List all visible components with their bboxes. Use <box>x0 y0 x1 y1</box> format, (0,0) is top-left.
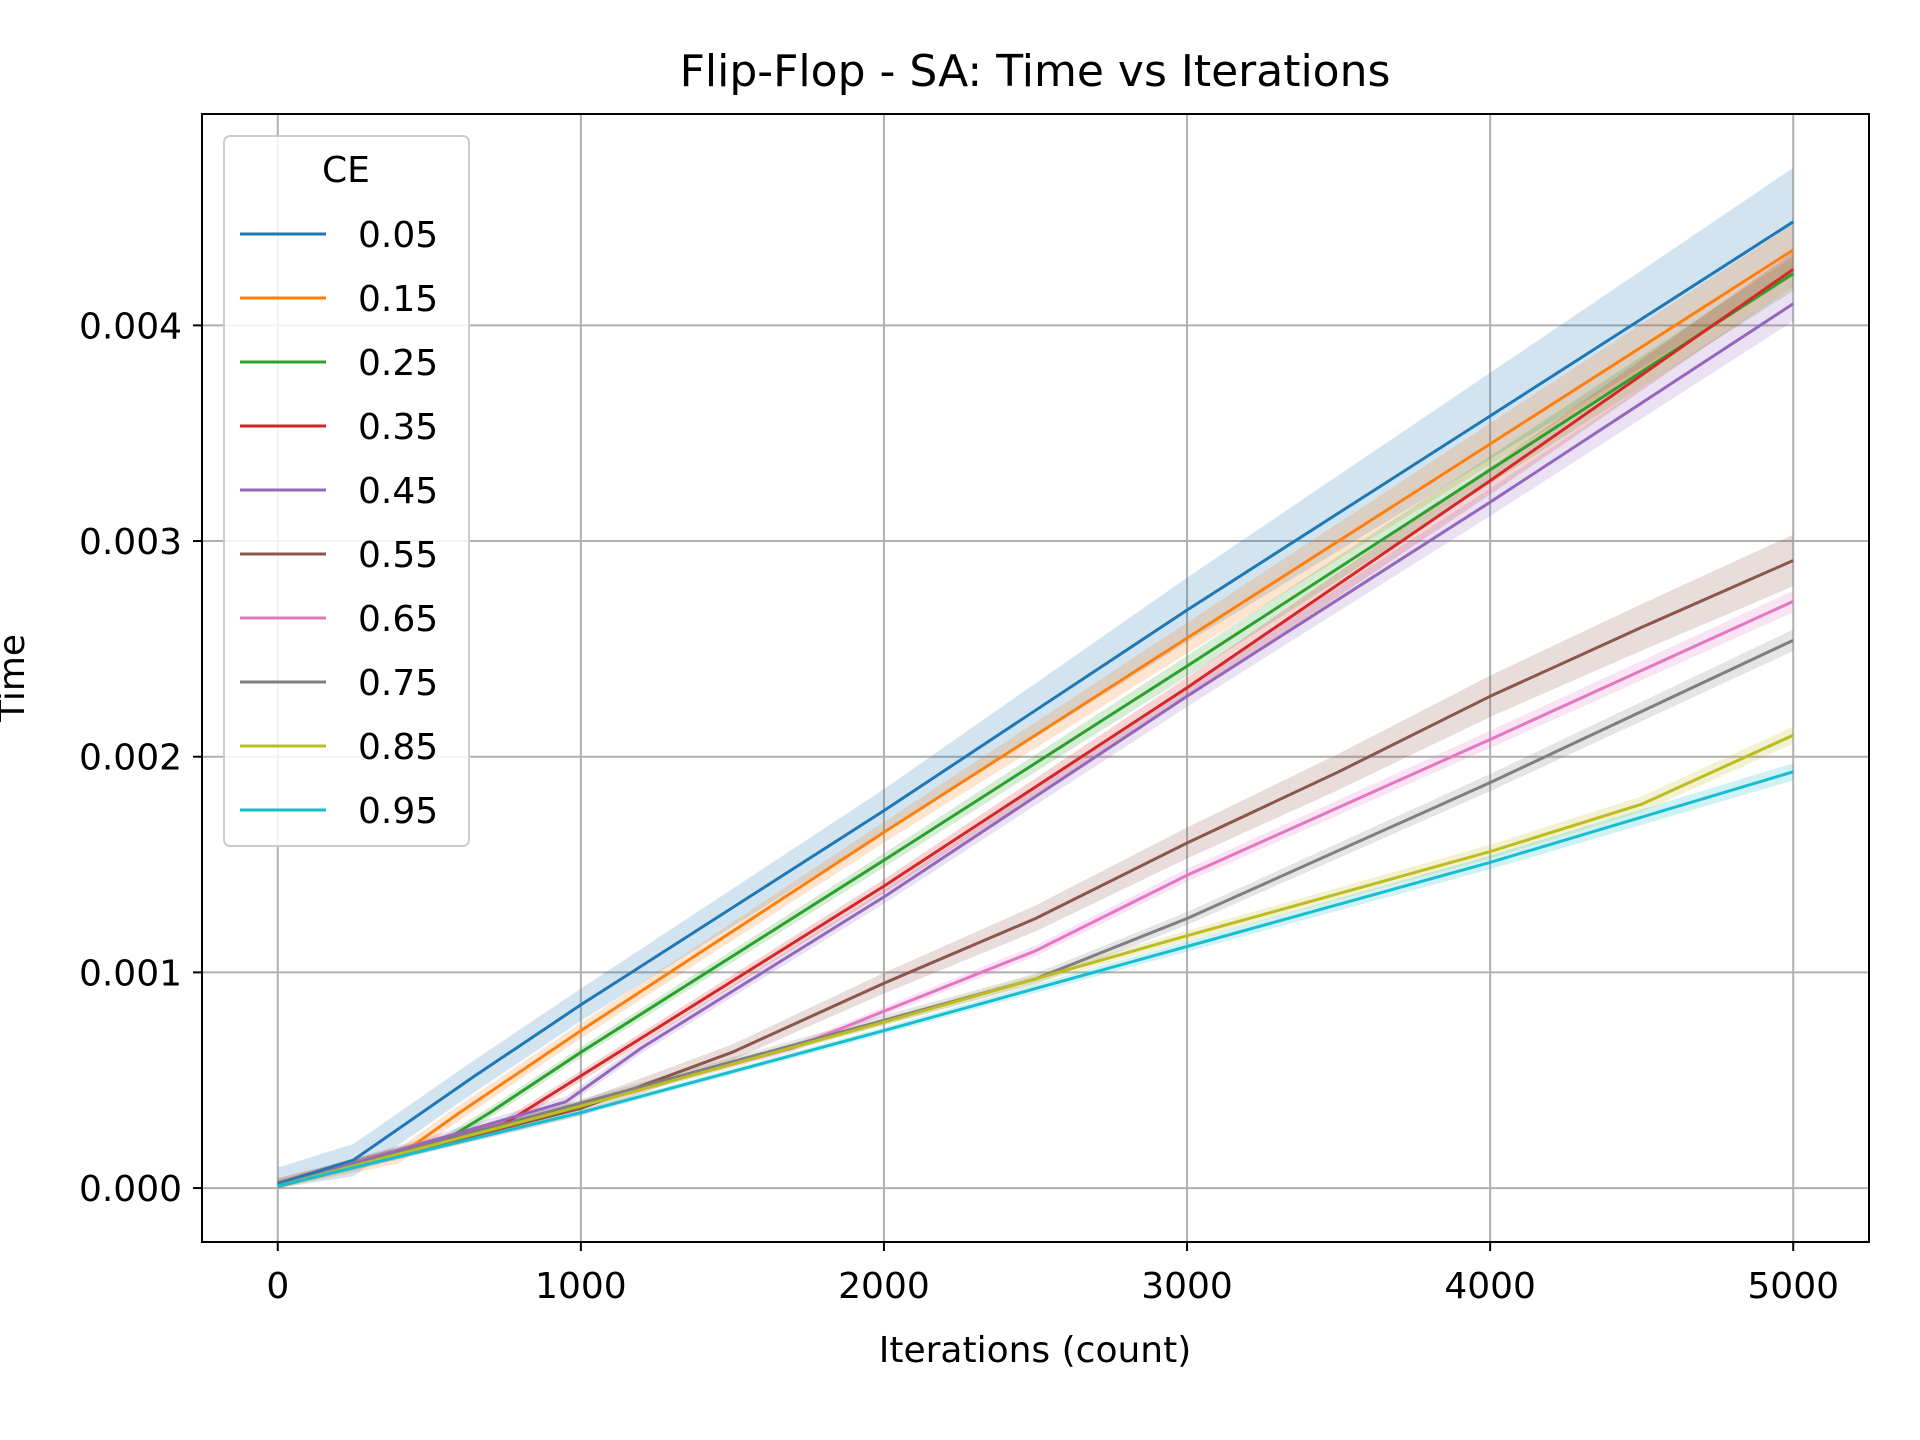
x-tick-label: 2000 <box>838 1266 930 1307</box>
legend-label: 0.45 <box>358 471 438 512</box>
series-line-ce-0.95 <box>277 770 1794 1188</box>
series-line-ce-0.05 <box>277 220 1795 1186</box>
legend-label: 0.25 <box>358 343 438 384</box>
legend-label: 0.55 <box>358 535 438 576</box>
x-tick-label: 0 <box>266 1266 289 1307</box>
legend-label: 0.15 <box>358 279 438 320</box>
legend-title: CE <box>322 150 370 191</box>
series-line-ce-0.45 <box>277 302 1795 1188</box>
x-tick-label: 5000 <box>1747 1266 1839 1307</box>
legend-label: 0.85 <box>358 727 438 768</box>
series-line-ce-0.75 <box>277 638 1794 1188</box>
y-axis: 0.000 0.001 0.002 0.003 0.004 <box>79 306 202 1210</box>
plot-frame <box>201 113 1870 1243</box>
x-axis: 0 1000 2000 3000 4000 5000 <box>266 1242 1839 1307</box>
y-tick-label: 0.004 <box>79 306 182 347</box>
x-tick-label: 3000 <box>1141 1266 1233 1307</box>
y-tick-label: 0.003 <box>79 522 182 563</box>
legend: CE 0.05 0.15 0.25 0.35 0.45 0.55 0.65 0.75 0.85 0.… <box>223 135 470 847</box>
series-line-ce-0.55 <box>277 559 1794 1188</box>
legend-label: 0.35 <box>358 407 438 448</box>
y-tick-label: 0.000 <box>79 1169 182 1210</box>
x-axis-label: Iterations (count) <box>879 1330 1192 1371</box>
confidence-bands <box>277 167 1794 1189</box>
y-tick-label: 0.001 <box>79 953 182 994</box>
legend-label: 0.95 <box>358 791 438 832</box>
y-tick-label: 0.002 <box>79 738 182 779</box>
legend-box <box>223 135 470 847</box>
band-ce-0.55 <box>277 534 1794 1189</box>
series-line-ce-0.85 <box>277 733 1794 1188</box>
x-tick-label: 1000 <box>535 1266 627 1307</box>
series-lines <box>277 220 1795 1188</box>
chart-title: Flip-Flop - SA: Time vs Iterations <box>680 46 1391 97</box>
grid <box>202 114 1869 1242</box>
legend-label: 0.75 <box>358 663 438 704</box>
legend-label: 0.05 <box>358 215 438 256</box>
y-axis-label: Time <box>0 634 33 723</box>
x-tick-label: 4000 <box>1444 1266 1536 1307</box>
legend-label: 0.65 <box>358 599 438 640</box>
